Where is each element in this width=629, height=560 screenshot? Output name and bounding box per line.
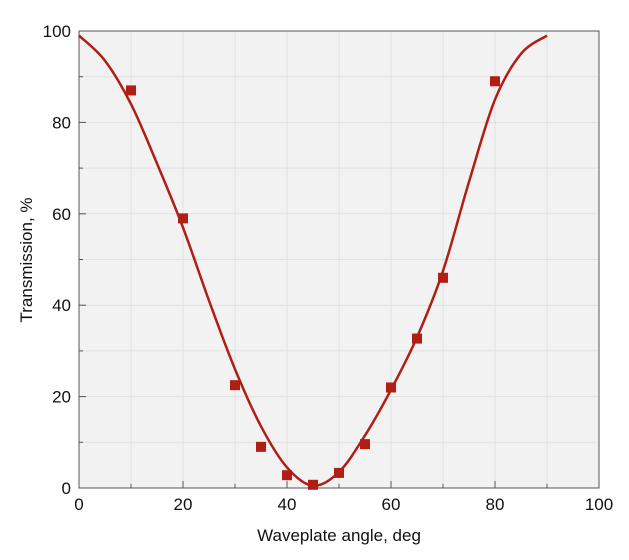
x-tick-label: 40 [278, 495, 297, 514]
tick-labels: 0 20 40 60 80 100 0 20 40 60 80 100 [43, 22, 614, 514]
data-point [308, 479, 318, 490]
data-point [178, 213, 188, 224]
grid [79, 31, 599, 488]
data-point [412, 333, 422, 344]
y-tick-label: 100 [43, 22, 71, 41]
data-point [256, 441, 266, 452]
data-point [386, 382, 396, 393]
data-point [490, 76, 500, 87]
x-tick-label: 60 [382, 495, 401, 514]
x-tick-label: 20 [174, 495, 193, 514]
x-tick-label: 0 [74, 495, 83, 514]
data-point [282, 470, 292, 481]
y-tick-label: 80 [52, 113, 71, 132]
x-axis-title: Waveplate angle, deg [257, 526, 421, 545]
x-tick-label: 80 [486, 495, 505, 514]
y-tick-label: 60 [52, 205, 71, 224]
y-axis-title: Transmission, % [17, 197, 36, 322]
x-tick-label: 100 [585, 495, 613, 514]
y-tick-label: 0 [62, 479, 71, 498]
data-point [126, 85, 136, 96]
data-point [334, 467, 344, 478]
data-markers [126, 76, 500, 490]
y-tick-label: 40 [52, 296, 71, 315]
y-tick-label: 20 [52, 388, 71, 407]
axes [78, 30, 600, 489]
data-point [438, 272, 448, 283]
data-point [360, 439, 370, 450]
data-point [230, 380, 240, 391]
